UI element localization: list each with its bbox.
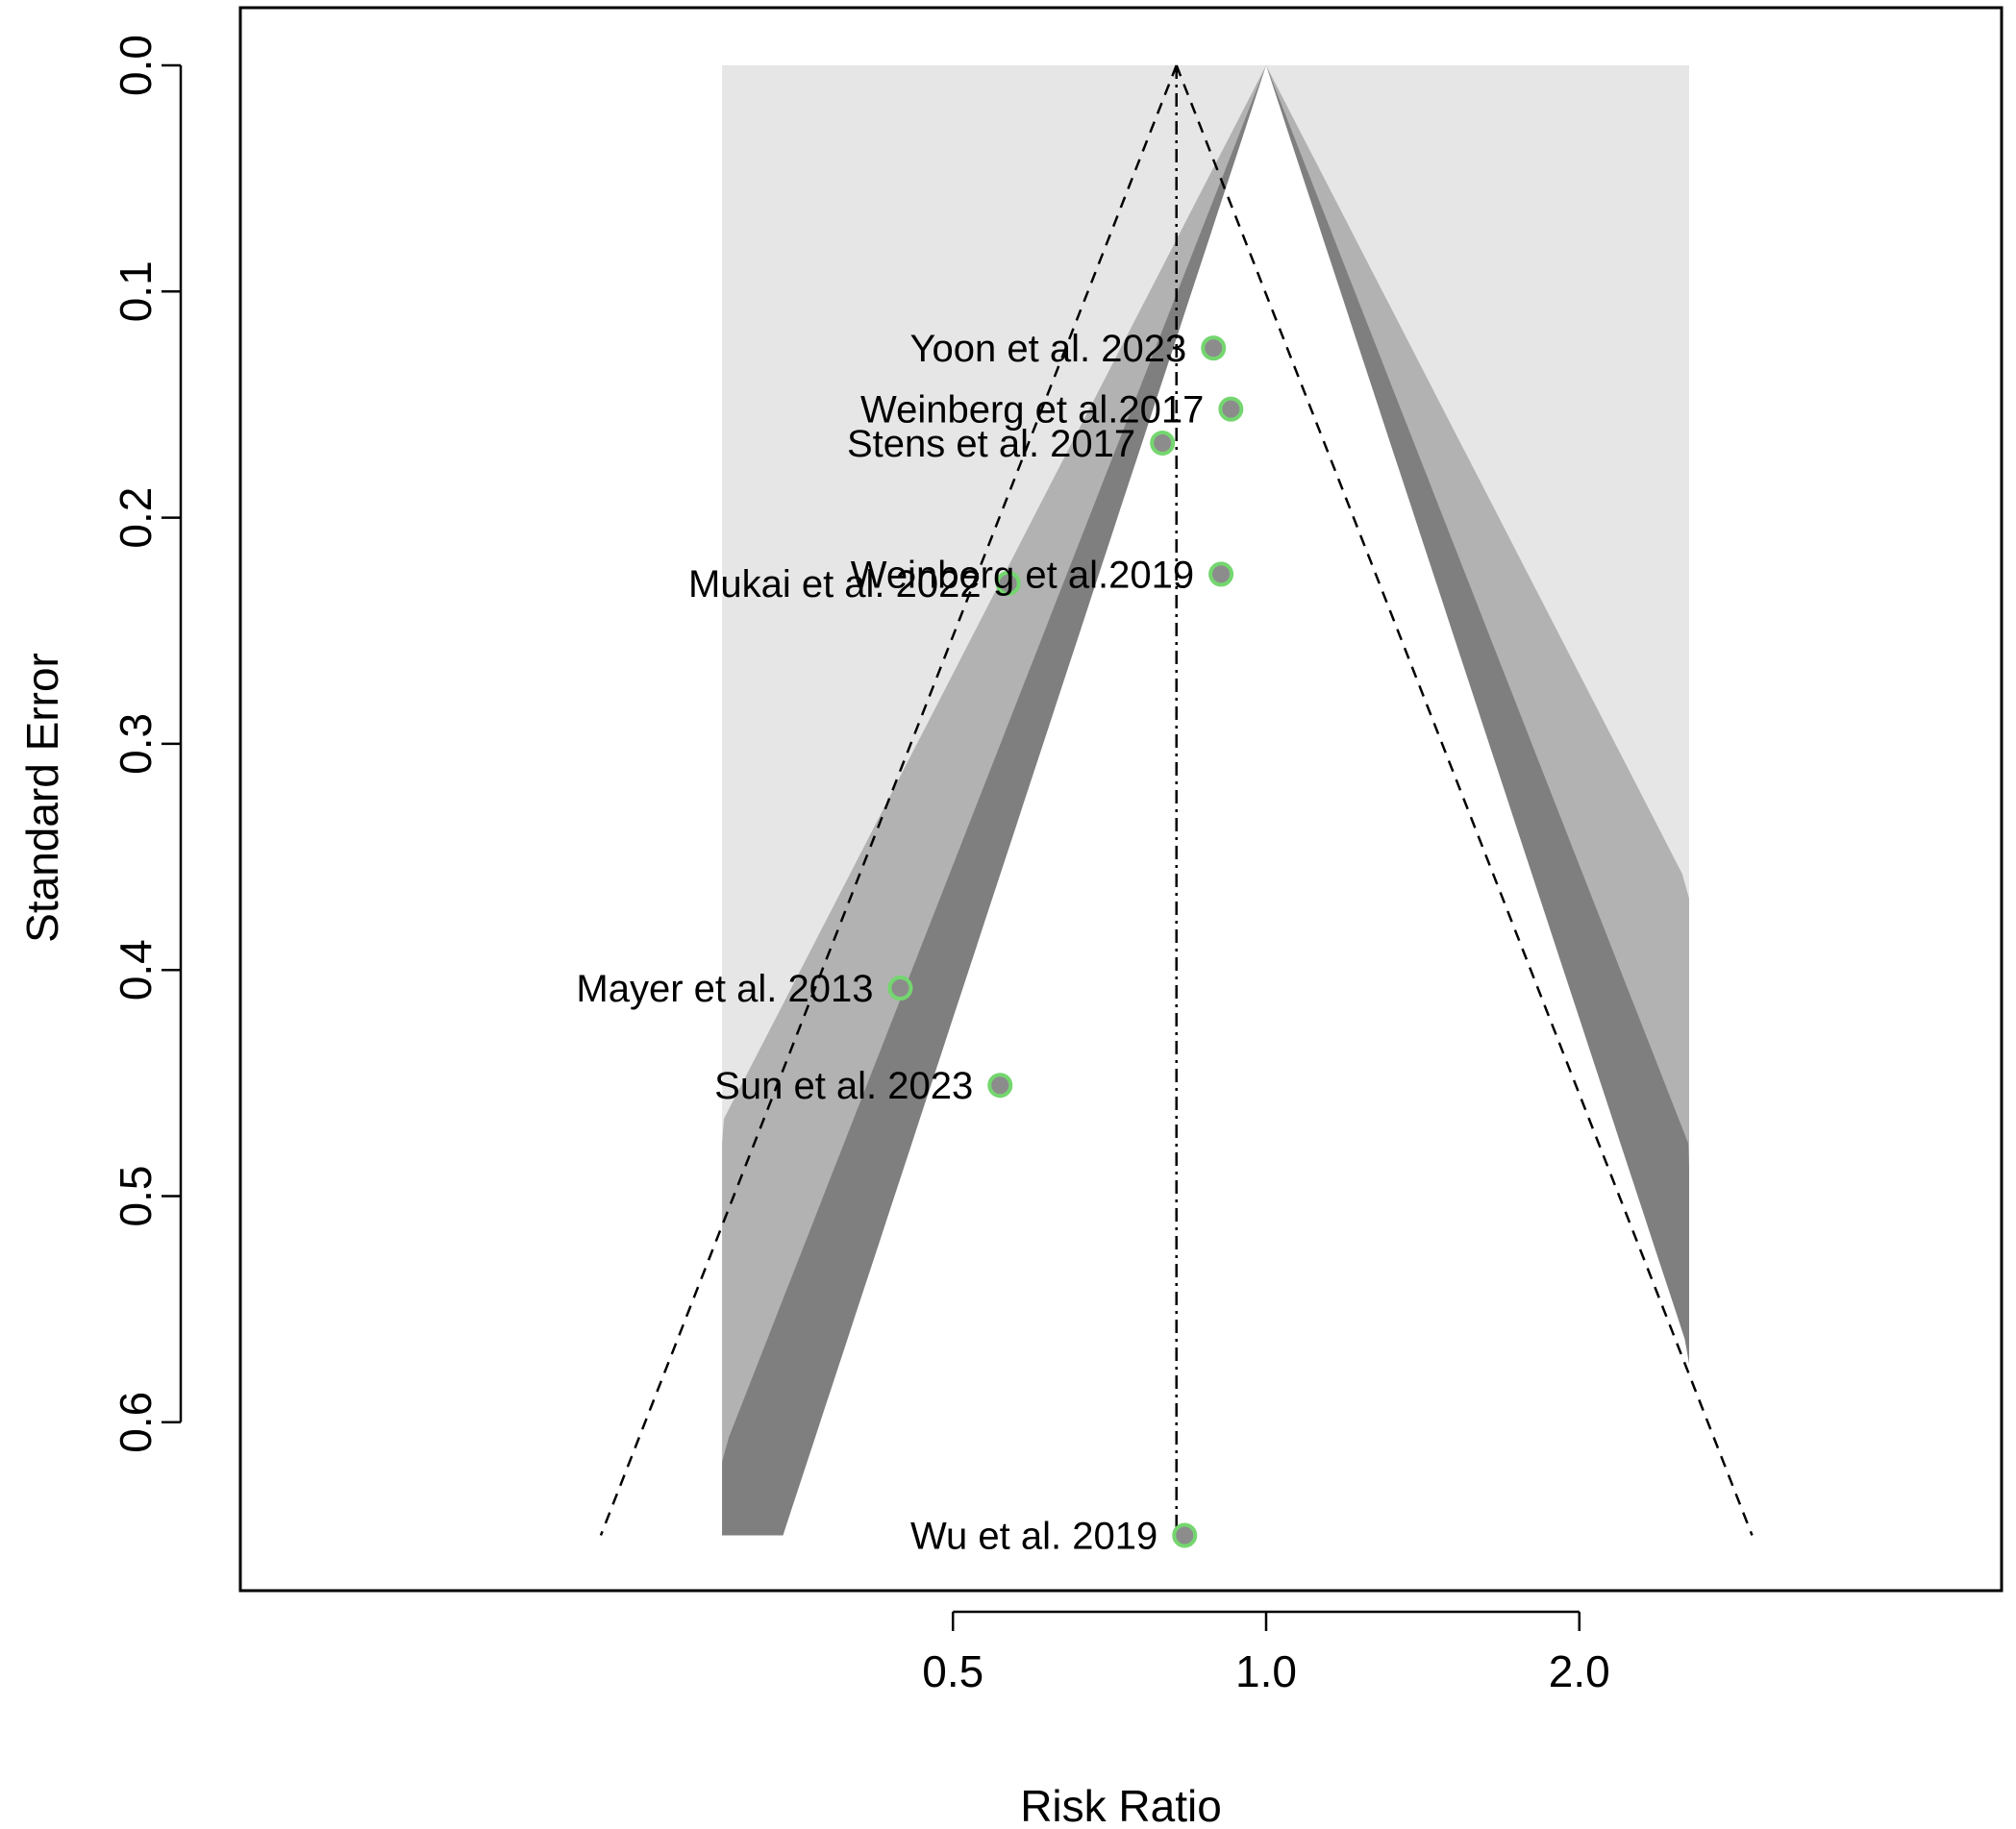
study-label: Weinberg et al.2017 [860,389,1204,432]
study-point [1150,430,1176,456]
region-p-gt-010 [783,65,1689,1536]
study-point [995,570,1021,596]
study-label: Weinberg et al.2019 [851,554,1194,596]
study-point [1218,396,1244,422]
study-label: Stens et al. 2017 [847,423,1135,465]
x-axis-label: Risk Ratio [1020,1781,1222,1829]
study-label: Mukai et al. 2022 [688,563,982,606]
contour-regions [722,65,1689,1536]
funnel-guides [599,64,1754,1536]
plot-frame [238,6,2004,1593]
y-tick-label: 0.0 [111,35,161,96]
y-tick-label: 0.5 [111,1166,161,1227]
study-point [987,1073,1013,1099]
study-label: Yoon et al. 2023 [910,328,1187,370]
study-label: Sun et al. 2023 [714,1065,973,1107]
x-tick-label: 2.0 [1549,1646,1610,1696]
study-point [1208,561,1234,587]
funnel-right-line [1175,64,1754,1536]
y-tick-label: 0.1 [111,260,161,322]
study-point [887,976,913,1001]
study-point [1201,335,1227,361]
y-tick-label: 0.2 [111,487,161,549]
study-labels: Yoon et al. 2023 Weinberg et al.2017Stens… [576,328,1204,1557]
y-tick-label: 0.4 [111,939,161,1001]
study-points [887,335,1244,1548]
study-label: Mayer et al. 2013 [576,968,873,1010]
axes: 0.5 1.0 2.0 0.0 0.1 0.2 0.3 0.4 0.5 0.6 [111,35,1610,1696]
study-point [1172,1522,1198,1548]
x-tick-label: 1.0 [1235,1646,1297,1696]
study-label: Wu et al. 2019 [910,1515,1157,1557]
funnel-left-line [599,64,1178,1536]
y-tick-label: 0.3 [111,713,161,775]
y-tick-label: 0.6 [111,1392,161,1453]
y-axis-label: Standard Error [17,653,67,943]
x-tick-label: 0.5 [922,1646,983,1696]
